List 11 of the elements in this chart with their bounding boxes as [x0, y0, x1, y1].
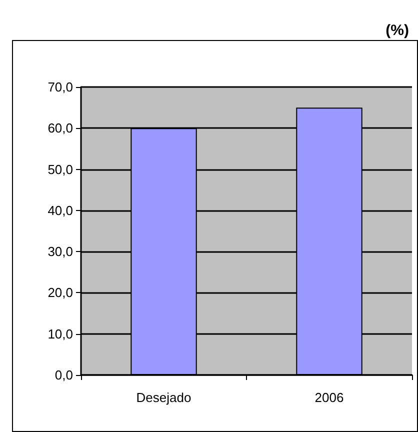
x-tick-label: Desejado — [136, 390, 192, 405]
y-tick-label: 0,0 — [54, 368, 73, 382]
y-tick-label: 60,0 — [48, 120, 73, 136]
y-tick-label: 70,0 — [48, 80, 73, 94]
chart-title: (%) — [386, 22, 410, 39]
x-tick-label: 2006 — [314, 390, 344, 405]
y-tick-label: 50,0 — [48, 162, 73, 177]
y-tick-label: 40,0 — [48, 202, 73, 218]
y-tick-label: 20,0 — [48, 285, 73, 300]
y-tick-label: 10,0 — [48, 326, 73, 342]
y-tick-label: 30,0 — [48, 244, 73, 260]
